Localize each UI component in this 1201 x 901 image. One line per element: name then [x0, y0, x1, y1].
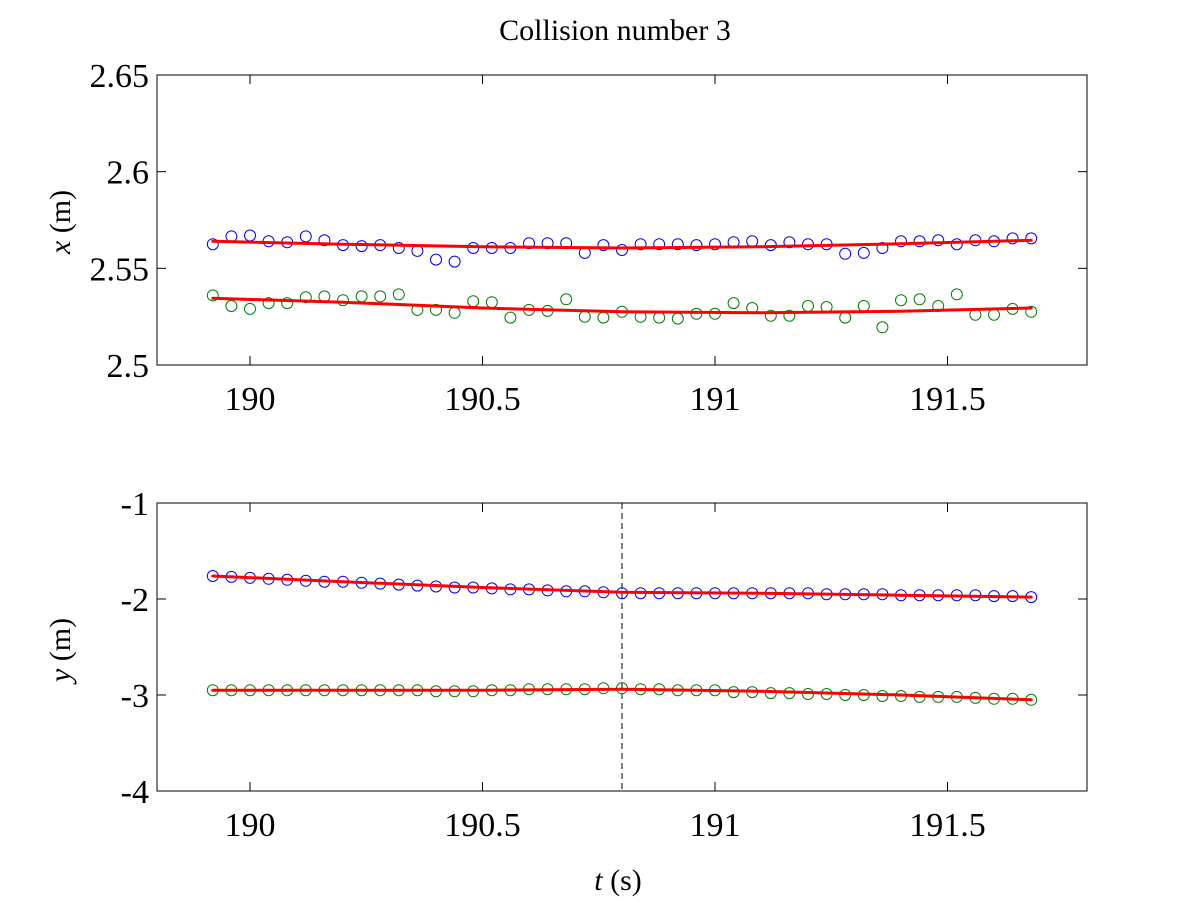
top-series-0-point — [950, 238, 963, 251]
top-series-1-point — [783, 309, 796, 322]
top-series-0-point — [671, 238, 684, 251]
top-panel-x: 190 190.5 191 191.5 2.5 2.55 2.6 2.65 — [90, 58, 1088, 418]
top-series-1-point — [1025, 305, 1038, 318]
bottom-fit-line-3 — [211, 687, 1033, 702]
chart-title: Collision number 3 — [499, 14, 731, 47]
top-series-0-point — [448, 255, 461, 268]
bottom-ylabel-var: y — [44, 668, 77, 685]
top-series-1-point — [950, 288, 963, 301]
top-series-0-point — [616, 244, 628, 256]
bottom-panel-y: 190 190.5 191 191.5 -4 -3 -2 -1 — [121, 486, 1088, 844]
top-series-0-point — [634, 238, 647, 251]
top-axes-frame — [156, 74, 1088, 366]
top-series-1-point — [337, 294, 349, 307]
top-series-1-point — [430, 303, 442, 316]
top-series-0-point — [783, 236, 796, 249]
bottom-ytick-label: -3 — [121, 678, 149, 715]
top-fit-line-2 — [211, 238, 1033, 250]
top-series-0-point — [839, 247, 852, 260]
top-series-1-point — [374, 290, 387, 303]
bottom-xlabel: t (s) — [594, 864, 642, 897]
top-series-0-point — [206, 238, 219, 251]
top-series-1-point — [504, 311, 517, 324]
top-series-1-point — [244, 302, 256, 315]
bottom-xlabel-unit: (s) — [603, 864, 642, 897]
top-series-0-point — [1006, 232, 1019, 245]
top-series-1-point — [727, 297, 740, 310]
top-ytick-label: 2.5 — [107, 348, 150, 385]
top-fit-line-3 — [211, 296, 1033, 315]
top-xtick-label: 190 — [225, 381, 276, 418]
top-series-1-point — [560, 293, 573, 306]
top-ytick-label: 2.6 — [107, 155, 150, 192]
top-ytick-label: 2.55 — [90, 251, 150, 288]
bottom-xtick-label: 190 — [225, 807, 276, 844]
top-series-1-point — [281, 297, 294, 310]
top-series-1-point — [913, 293, 926, 306]
top-series-0-point — [690, 239, 703, 252]
top-series-1-point — [206, 289, 219, 302]
bottom-ytick-label: -2 — [121, 582, 149, 619]
top-series-1-point — [764, 309, 777, 322]
top-ylabel-unit: (m) — [44, 190, 77, 241]
top-series-0-point — [895, 235, 907, 248]
top-series-0-point — [857, 246, 870, 259]
top-ylabel: x (m) — [44, 190, 77, 255]
top-series-1-point — [299, 291, 312, 304]
top-xtick-label: 191 — [690, 381, 741, 418]
bottom-ytick-label: -4 — [121, 774, 149, 811]
bottom-xtick-label: 191 — [690, 807, 741, 844]
top-series-1-point — [392, 288, 405, 301]
bottom-ylabel: y (m) — [44, 618, 77, 685]
top-series-0-point — [913, 235, 926, 248]
top-ylabel-var: x — [44, 240, 77, 255]
top-xtick-label: 191.5 — [909, 381, 986, 418]
top-series-0-point — [932, 234, 945, 247]
bottom-ylabel-unit: (m) — [44, 618, 77, 669]
bottom-ytick-label: -1 — [121, 486, 149, 523]
top-series-0-point — [523, 237, 535, 250]
top-series-0-point — [1025, 232, 1038, 245]
top-series-0-point — [430, 253, 442, 266]
bottom-xtick-label: 190.5 — [444, 807, 521, 844]
top-series-1-point — [262, 297, 275, 310]
top-series-0-point — [318, 234, 331, 247]
top-series-1-point — [895, 294, 907, 307]
bottom-xtick-label: 191.5 — [909, 807, 986, 844]
bottom-xlabel-var: t — [594, 864, 603, 897]
top-series-0-point — [392, 242, 405, 254]
top-series-0-point — [709, 238, 721, 251]
top-series-1-point — [876, 321, 889, 334]
top-series-0-point — [597, 239, 610, 252]
top-series-0-point — [653, 238, 666, 251]
top-series-0-point — [876, 242, 889, 254]
top-ytick-label: 2.65 — [90, 58, 150, 95]
top-xtick-label: 190.5 — [444, 381, 521, 418]
bottom-fit-line-2 — [211, 574, 1033, 599]
top-series-1-point — [225, 300, 238, 312]
